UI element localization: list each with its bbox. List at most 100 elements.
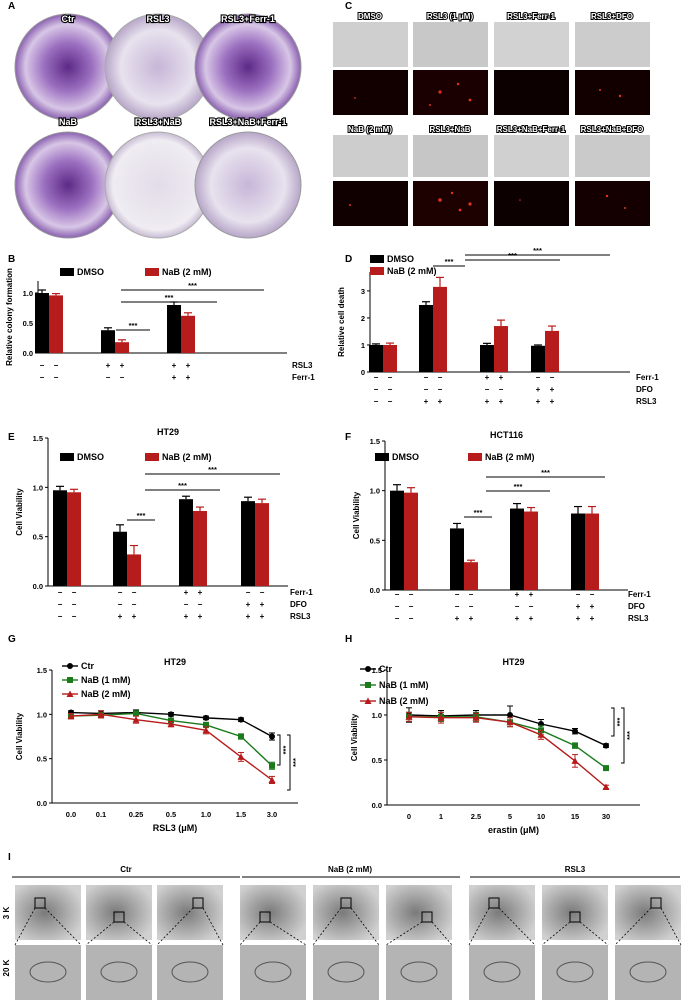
panel-letter-a: A (8, 1, 15, 12)
data-point (472, 714, 480, 721)
panel-letter-h: H (345, 634, 352, 645)
data-point (97, 710, 105, 718)
image-fluorescence (333, 70, 408, 115)
condition-sign: + (198, 612, 203, 621)
condition-sign: − (118, 588, 123, 597)
group-label: Ctr (120, 865, 132, 874)
condition-label: RSL3 (628, 614, 649, 623)
data-point (572, 742, 578, 749)
x-tick-label: 0.5 (166, 810, 176, 819)
mitochondrion (254, 961, 292, 983)
condition-sign: − (550, 373, 555, 382)
data-point (133, 710, 139, 717)
condition-label: DFO (636, 385, 653, 394)
condition-label: RSL3 (292, 361, 313, 370)
y-tick-label: 3 (361, 287, 365, 296)
y-tick-label: 1.0 (23, 289, 33, 298)
em-image-3k (386, 885, 452, 940)
bar-nab (383, 344, 397, 372)
y-tick-label: 1.0 (370, 487, 380, 496)
condition-label: RSL3+Ferr-1 (507, 12, 555, 21)
condition-sign: + (186, 373, 191, 382)
bar-nab (181, 315, 195, 353)
zoom-box (340, 897, 352, 909)
y-tick-label: 1 (361, 341, 365, 350)
condition-sign: + (184, 588, 189, 597)
bar-dmso (167, 305, 181, 353)
y-axis-label: Cell Viability (15, 712, 24, 760)
plate-rsl3-ferr1 (194, 13, 302, 121)
image-fluorescence (575, 181, 650, 226)
zoom-line (468, 907, 490, 946)
x-tick-label: 30 (602, 812, 610, 821)
data-point (603, 742, 609, 749)
image-brightfield (575, 22, 650, 67)
x-axis-label: RSL3 (μM) (153, 823, 198, 833)
bar-dmso (369, 344, 383, 372)
chart-b: 0.0 0.5 1.0 Relative colony formation DMSO Na… (5, 267, 315, 382)
significance-stars: *** (129, 321, 138, 330)
panel-letter-g: G (8, 634, 16, 645)
y-tick-label: 2 (361, 314, 365, 323)
legend-label: NaB (2 mM) (387, 266, 437, 276)
condition-sign: − (58, 600, 63, 609)
condition-sign: + (246, 612, 251, 621)
bar-nab (585, 513, 599, 590)
image-brightfield (413, 135, 488, 177)
em-image-20k (15, 945, 81, 1000)
condition-sign: + (469, 614, 474, 623)
data-point (167, 720, 175, 728)
em-image-3k (469, 885, 535, 940)
data-point (237, 753, 245, 760)
chart-title: HT29 (157, 427, 179, 437)
significance-stars: *** (615, 718, 624, 727)
mitochondrion (629, 961, 667, 983)
bar-nab (545, 330, 559, 372)
condition-sign: − (536, 373, 541, 382)
condition-sign: + (550, 397, 555, 406)
condition-sign: − (409, 602, 414, 611)
chart-e: 0.0 0.5 1.0 1.5 Cell Viability HT29 DMSO NaB (2… (15, 427, 313, 621)
condition-sign: + (576, 602, 581, 611)
panel-letter-e: E (8, 432, 15, 443)
x-tick-label: 1.5 (236, 810, 246, 819)
legend-label: DMSO (392, 452, 419, 462)
significance-bracket (277, 734, 281, 766)
condition-sign: + (172, 373, 177, 382)
condition-sign: − (72, 600, 77, 609)
condition-sign: − (132, 588, 137, 597)
bar-dmso (571, 513, 585, 590)
zoom-line (498, 907, 536, 946)
y-tick-label: 0 (361, 368, 365, 377)
condition-sign: − (395, 602, 400, 611)
y-axis-label: Cell Viability (352, 491, 361, 539)
condition-label: Ferr-1 (636, 373, 659, 382)
em-image-20k (157, 945, 223, 1000)
y-axis-label: Cell Viability (350, 713, 359, 761)
chart-title: HCT116 (490, 430, 523, 440)
mitochondrion (400, 961, 438, 983)
condition-label: DMSO (358, 12, 382, 21)
data-point (168, 717, 174, 724)
legend-label: NaB (2 mM) (162, 267, 212, 277)
condition-sign: − (469, 602, 474, 611)
condition-sign: + (515, 590, 520, 599)
legend-marker (365, 666, 371, 672)
y-tick-label: 1.0 (33, 483, 43, 492)
x-tick-label: 2.5 (471, 812, 481, 821)
image-fluorescence (413, 70, 488, 115)
group-label: NaB (2 mM) (328, 865, 372, 874)
legend-swatch (60, 453, 74, 461)
condition-sign: − (132, 600, 137, 609)
condition-sign: − (409, 614, 414, 623)
em-image-20k (542, 945, 608, 1000)
image-brightfield (333, 22, 408, 67)
significance-stars: *** (178, 481, 187, 490)
condition-sign: + (260, 612, 265, 621)
series-line (408, 716, 607, 788)
zoom-box (192, 897, 204, 909)
condition-sign: + (438, 397, 443, 406)
em-image-20k (469, 945, 535, 1000)
legend-marker (66, 690, 74, 697)
